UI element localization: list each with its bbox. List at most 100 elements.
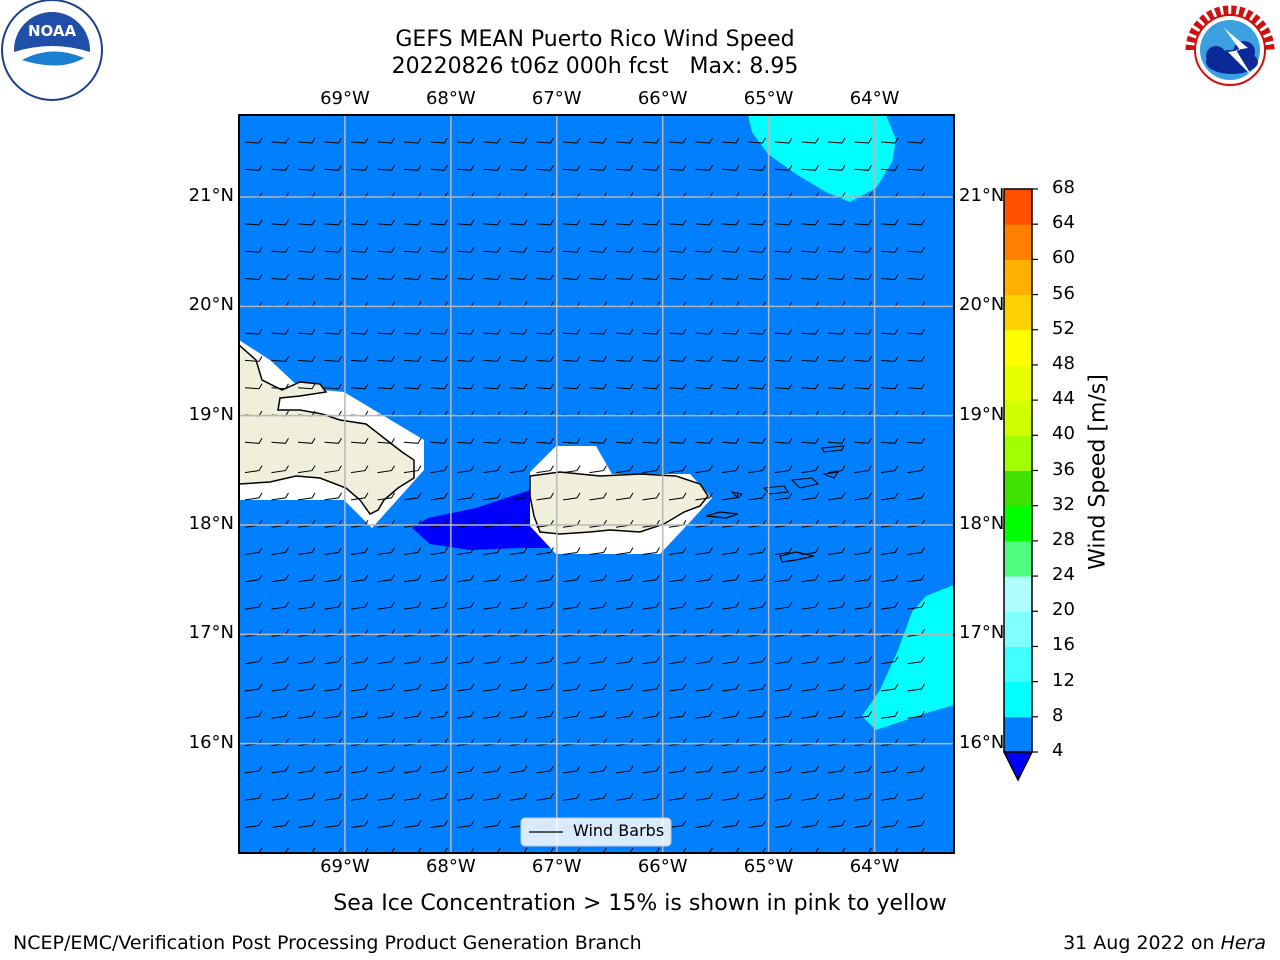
wind-barb — [589, 547, 607, 555]
wind-barb — [377, 219, 395, 226]
wind-barb — [536, 656, 554, 665]
wind-barb — [880, 246, 899, 253]
lon-tick-bottom: 68°W — [425, 856, 476, 877]
colorbar-under-extension — [1002, 751, 1034, 782]
wind-barb — [377, 356, 395, 362]
wind-barb — [721, 274, 740, 281]
wind-barb — [668, 765, 687, 774]
wind-barb — [642, 547, 660, 555]
wind-barb — [297, 219, 316, 226]
wind-barb — [695, 219, 713, 226]
wind-barb — [748, 492, 766, 501]
wind-barb — [562, 274, 581, 281]
wind-barb — [880, 137, 899, 144]
wind-barb — [854, 438, 872, 444]
wind-barb — [536, 465, 554, 474]
colorbar-segment — [1004, 329, 1032, 366]
wind-barb — [377, 274, 395, 281]
wind-barb — [244, 465, 263, 474]
wind-barb — [827, 656, 846, 665]
wind-barb — [483, 219, 501, 226]
wind-barb — [244, 219, 263, 226]
wind-barb — [430, 165, 448, 171]
wind-barb — [668, 383, 687, 390]
lat-tick-right: 19°N — [959, 403, 1005, 425]
wind-barb — [907, 274, 925, 281]
wind-barb — [456, 792, 475, 801]
wind-barb — [562, 219, 581, 226]
wind-barb — [377, 137, 395, 144]
wind-barb — [324, 274, 342, 281]
wind-barb — [350, 656, 369, 665]
wind-barb — [403, 547, 422, 555]
wind-barb — [615, 165, 634, 171]
wind-barb — [907, 601, 925, 610]
wind-barb — [403, 820, 422, 828]
wind-barb — [536, 328, 554, 335]
wind-barb — [456, 574, 475, 583]
wind-barb — [271, 547, 289, 555]
wind-barb — [827, 356, 846, 362]
wind-barb — [324, 219, 342, 226]
wind-barb — [536, 547, 554, 555]
wind-barb — [748, 601, 766, 610]
wind-barb — [271, 711, 289, 719]
wind-barb — [854, 137, 872, 144]
wind-barb — [297, 656, 316, 665]
wind-barb — [642, 765, 660, 774]
chart-title: GEFS MEAN Puerto Rico Wind Speed — [395, 27, 795, 52]
wind-barb — [827, 274, 846, 281]
wind-barb — [642, 656, 660, 665]
wind-barb — [721, 656, 740, 665]
wind-barb — [324, 547, 342, 555]
wind-barb — [297, 438, 316, 444]
colorbar-segment — [1004, 259, 1032, 296]
wind-barb — [668, 711, 687, 719]
wind-barb — [880, 574, 899, 583]
wind-barb — [880, 820, 899, 828]
wind-barb — [297, 356, 316, 362]
wind-barb — [615, 683, 634, 692]
wind-barb — [297, 792, 316, 801]
wind-barb — [589, 792, 607, 801]
wind-barb — [536, 274, 554, 281]
wind-barb — [350, 711, 369, 719]
wind-barb — [244, 792, 263, 801]
wind-barb — [456, 438, 475, 444]
wind-barb — [456, 601, 475, 610]
wind-barb — [695, 820, 713, 828]
wind-barb — [721, 465, 740, 474]
wind-barb — [403, 165, 422, 171]
wind-barb — [827, 683, 846, 692]
colorbar-label: Wind Speed [m/s] — [1085, 374, 1111, 570]
lon-tick-top: 67°W — [531, 88, 582, 109]
wind-barb — [827, 165, 846, 171]
wind-barb — [509, 547, 528, 555]
wind-barb — [907, 465, 925, 474]
wind-barb — [854, 356, 872, 362]
wind-barb — [880, 465, 899, 474]
wind-barb — [244, 356, 263, 362]
wind-barb — [456, 383, 475, 390]
wind-barb — [456, 547, 475, 555]
wind-barb — [668, 274, 687, 281]
wind-barb — [483, 383, 501, 390]
wind-barb — [509, 246, 528, 253]
wind-barb — [350, 601, 369, 610]
wind-barb — [801, 137, 819, 144]
wind-barb — [562, 137, 581, 144]
wind-barbs — [244, 137, 925, 853]
wind-barb — [642, 274, 660, 281]
wind-barb — [642, 165, 660, 171]
wind-barb — [854, 683, 872, 692]
wind-barb — [430, 547, 448, 555]
lon-tick-top: 65°W — [743, 88, 794, 109]
wind-barb — [642, 574, 660, 583]
wind-barb — [774, 165, 793, 171]
wind-barb — [721, 792, 740, 801]
lon-tick-top: 68°W — [425, 88, 476, 109]
wind-barb — [297, 574, 316, 583]
footer-credit: NCEP/EMC/Verification Post Processing Pr… — [13, 932, 642, 954]
wind-barb — [801, 328, 819, 335]
st-croix-island — [779, 551, 815, 563]
